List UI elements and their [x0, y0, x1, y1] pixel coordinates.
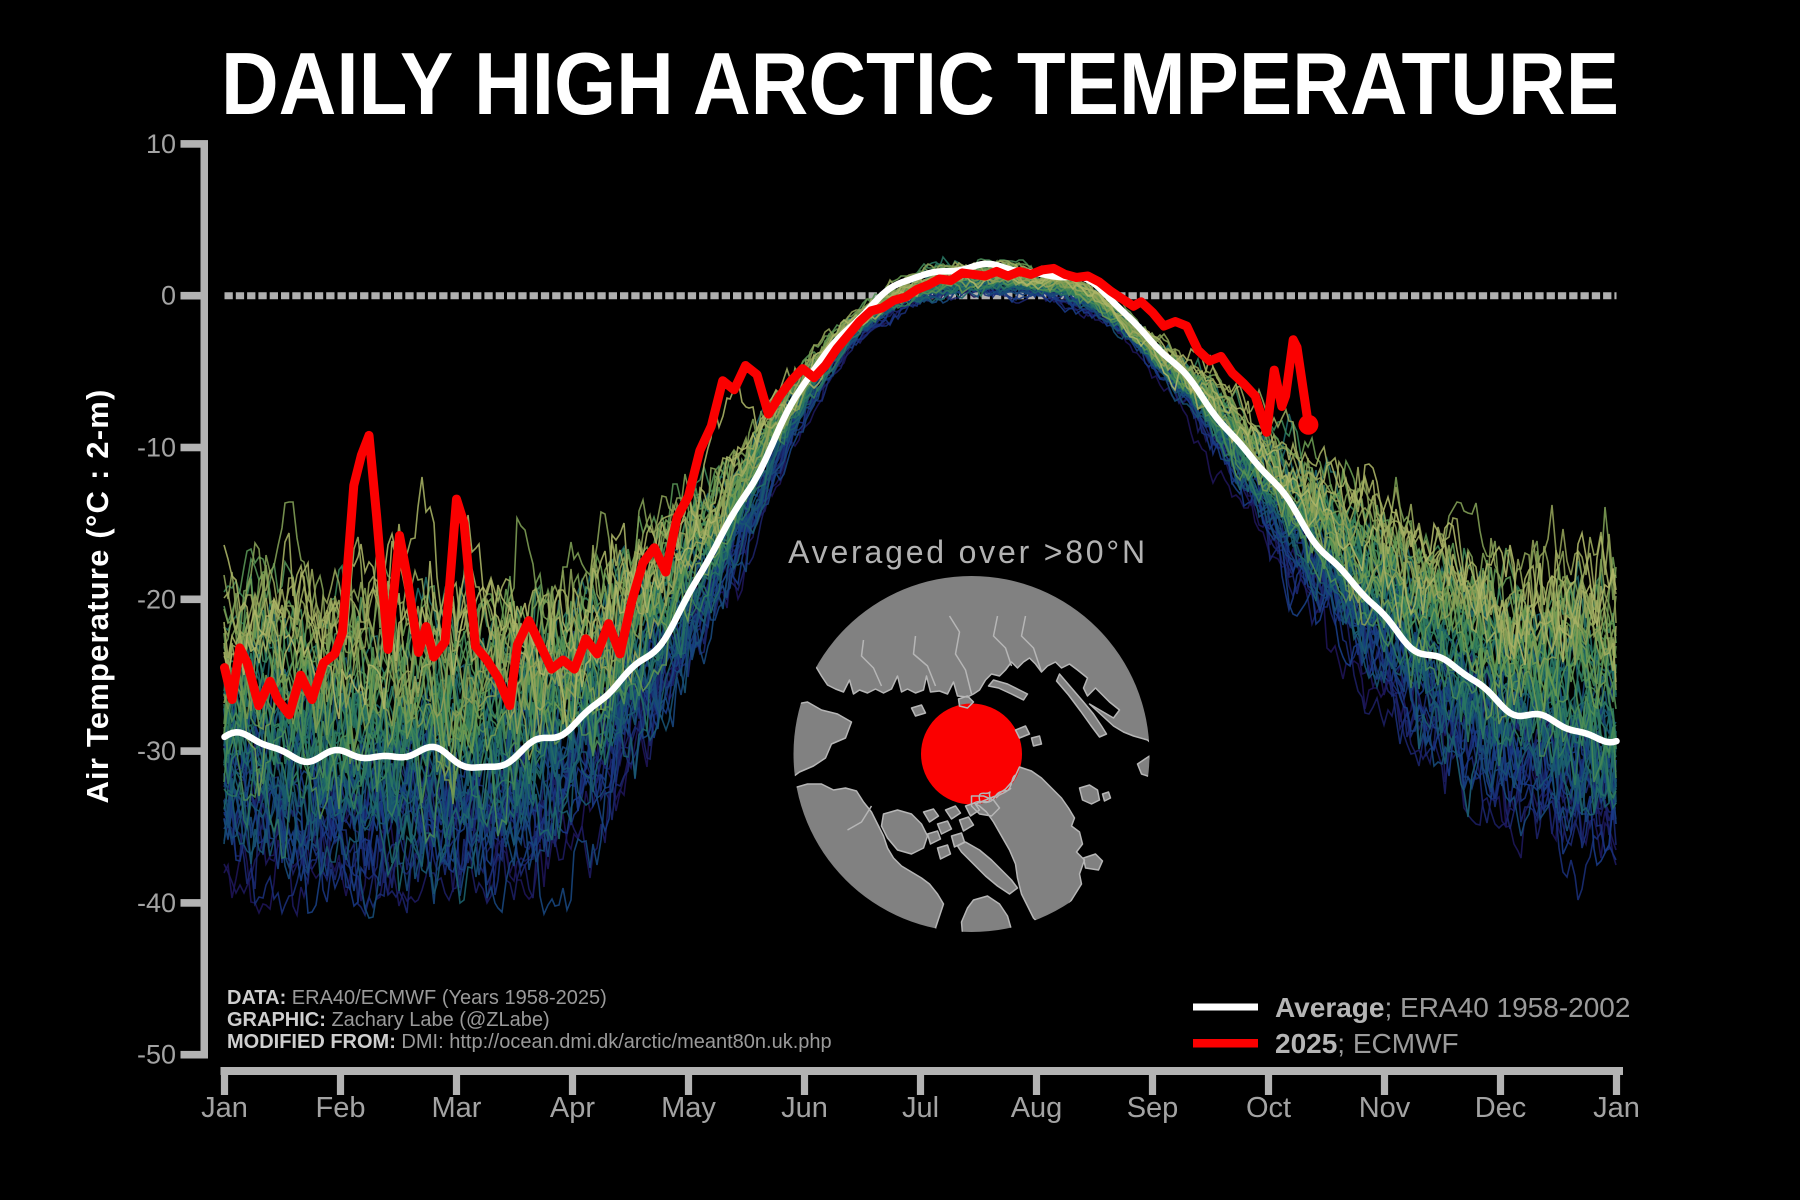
svg-text:Oct: Oct — [1246, 1092, 1291, 1124]
svg-text:Dec: Dec — [1475, 1092, 1527, 1124]
svg-text:Average; ERA40 1958-2002: Average; ERA40 1958-2002 — [1275, 992, 1630, 1023]
svg-text:Apr: Apr — [550, 1092, 595, 1124]
svg-text:-50: -50 — [137, 1040, 176, 1070]
svg-text:Jan: Jan — [201, 1092, 248, 1124]
svg-text:MODIFIED FROM: DMI: http://oce: MODIFIED FROM: DMI: http://ocean.dmi.dk/… — [227, 1031, 832, 1053]
svg-text:Mar: Mar — [432, 1092, 482, 1124]
svg-text:DATA: ERA40/ECMWF (Years 1958-: DATA: ERA40/ECMWF (Years 1958-2025) — [227, 987, 607, 1009]
svg-text:Jan: Jan — [1593, 1092, 1640, 1124]
svg-text:DAILY HIGH ARCTIC TEMPERATURE: DAILY HIGH ARCTIC TEMPERATURE — [221, 34, 1619, 133]
svg-text:Air Temperature (°C : 2-m): Air Temperature (°C : 2-m) — [80, 388, 115, 803]
svg-text:-40: -40 — [137, 888, 176, 918]
svg-text:-20: -20 — [137, 584, 176, 614]
svg-text:GRAPHIC: Zachary Labe (@ZLabe): GRAPHIC: Zachary Labe (@ZLabe) — [227, 1009, 550, 1031]
svg-text:Nov: Nov — [1359, 1092, 1411, 1124]
svg-text:Sep: Sep — [1127, 1092, 1179, 1124]
svg-text:Jul: Jul — [902, 1092, 939, 1124]
svg-text:-10: -10 — [137, 433, 176, 463]
svg-text:-30: -30 — [137, 736, 176, 766]
svg-text:2025; ECMWF: 2025; ECMWF — [1275, 1028, 1459, 1059]
svg-text:Aug: Aug — [1011, 1092, 1063, 1124]
svg-text:Jun: Jun — [781, 1092, 828, 1124]
svg-text:Feb: Feb — [316, 1092, 366, 1124]
svg-text:Averaged over >80°N: Averaged over >80°N — [788, 534, 1148, 570]
svg-text:10: 10 — [146, 129, 176, 159]
svg-text:May: May — [661, 1092, 716, 1124]
svg-text:0: 0 — [161, 281, 176, 311]
